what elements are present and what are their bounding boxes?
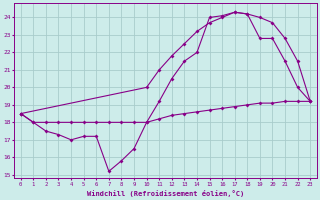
X-axis label: Windchill (Refroidissement éolien,°C): Windchill (Refroidissement éolien,°C)	[87, 190, 244, 197]
